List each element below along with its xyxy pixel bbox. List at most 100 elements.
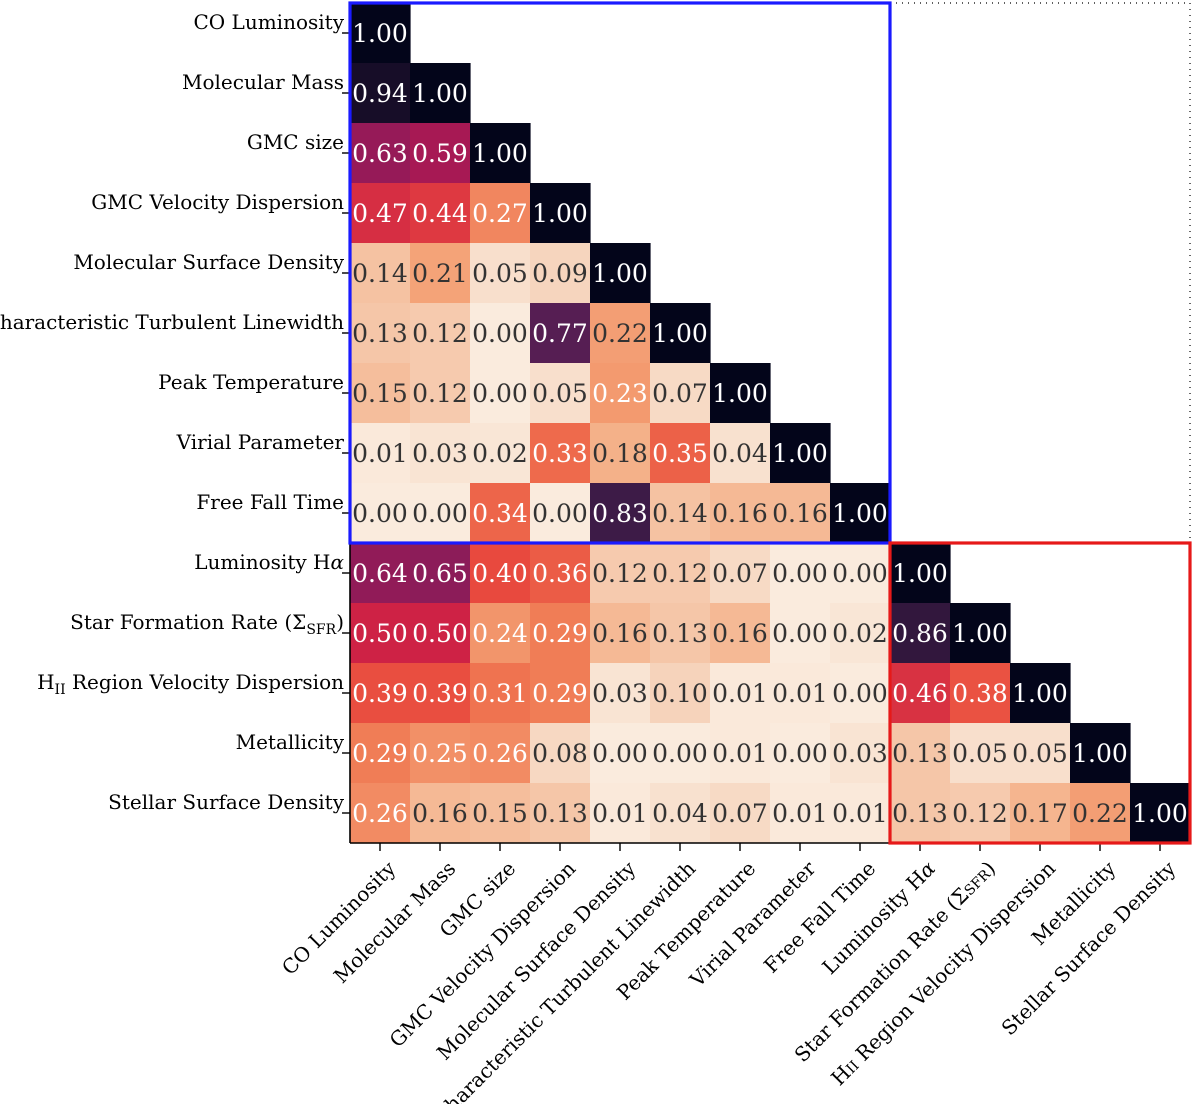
heatmap-cell-12-1	[410, 723, 471, 784]
heatmap-cell-4-4	[590, 243, 651, 304]
heatmap-value-3-3: 1.00	[532, 199, 588, 228]
heatmap-value-9-3: 0.36	[532, 559, 588, 588]
heatmap-value-12-0: 0.29	[352, 739, 408, 768]
heatmap-cell-13-7	[770, 783, 831, 844]
heatmap-cell-11-7	[770, 663, 831, 724]
heatmap-value-0-0: 1.00	[352, 19, 408, 48]
heatmap-cell-11-1	[410, 663, 471, 724]
heatmap-cell-11-6	[710, 663, 771, 724]
heatmap-value-13-10: 0.12	[952, 799, 1008, 828]
heatmap-cell-5-2	[470, 303, 531, 364]
heatmap-cell-11-9	[890, 663, 951, 724]
heatmap-value-12-12: 1.00	[1072, 739, 1128, 768]
heatmap-value-8-7: 0.16	[772, 499, 828, 528]
heatmap-value-6-1: 0.12	[412, 379, 468, 408]
star-formation-block-outline	[888, 541, 1192, 845]
heatmap-cell-10-9	[890, 603, 951, 664]
heatmap-cell-12-2	[470, 723, 531, 784]
heatmap-cell-3-0	[350, 183, 411, 244]
y-label-gmc-velocity-dispersion: GMC Velocity Dispersion	[91, 190, 344, 214]
heatmap-value-12-6: 0.01	[712, 739, 768, 768]
heatmap-cells: 1.000.94 1.000.63 0.59 1.000.47 0.44 0.27 1.00…	[350, 3, 1191, 844]
heatmap-cell-1-1	[410, 63, 471, 124]
heatmap-cell-6-2	[470, 363, 531, 424]
heatmap-cell-4-0	[350, 243, 411, 304]
heatmap-value-9-9: 1.00	[892, 559, 948, 588]
heatmap-cell-9-2	[470, 543, 531, 604]
heatmap-cell-8-5	[650, 483, 711, 544]
heatmap-cell-10-10	[950, 603, 1011, 664]
heatmap-value-5-1: 0.12	[412, 319, 468, 348]
heatmap-value-9-5: 0.12	[652, 559, 708, 588]
heatmap-value-4-1: 0.21	[412, 259, 468, 288]
heatmap-value-4-2: 0.05	[472, 259, 528, 288]
heatmap-value-5-0: 0.13	[352, 319, 408, 348]
heatmap-value-12-9: 0.13	[892, 739, 948, 768]
heatmap-value-5-4: 0.22	[592, 319, 648, 348]
heatmap-value-9-2: 0.40	[472, 559, 528, 588]
heatmap-cell-6-3	[530, 363, 591, 424]
heatmap-value-3-0: 0.47	[352, 199, 408, 228]
heatmap-cell-6-4	[590, 363, 651, 424]
heatmap-value-8-3: 0.00	[532, 499, 588, 528]
heatmap-cell-1-0	[350, 63, 411, 124]
heatmap-value-11-10: 0.38	[952, 679, 1008, 708]
heatmap-cell-7-3	[530, 423, 591, 484]
heatmap-cell-13-12	[1070, 783, 1131, 844]
y-tick-labels: CO Luminosity Molecular Mass GMC size GMC V…	[0, 10, 345, 814]
heatmap-cell-2-0	[350, 123, 411, 184]
heatmap-value-13-7: 0.01	[772, 799, 828, 828]
heatmap-cell-4-3	[530, 243, 591, 304]
heatmap-cell-11-4	[590, 663, 651, 724]
heatmap-value-13-8: 0.01	[832, 799, 888, 828]
heatmap-value-10-6: 0.16	[712, 619, 768, 648]
heatmap-value-9-7: 0.00	[772, 559, 828, 588]
y-label-molecular-mass: Molecular Mass	[182, 70, 344, 94]
heatmap-value-10-10: 1.00	[952, 619, 1008, 648]
heatmap-value-12-11: 0.05	[1012, 739, 1068, 768]
heatmap-value-12-8: 0.03	[832, 739, 888, 768]
heatmap-value-12-10: 0.05	[952, 739, 1008, 768]
heatmap-cell-6-0	[350, 363, 411, 424]
heatmap-cell-11-2	[470, 663, 531, 724]
y-label-metallicity: Metallicity	[236, 730, 345, 754]
heatmap-value-4-0: 0.14	[352, 259, 408, 288]
heatmap-cell-13-5	[650, 783, 711, 844]
heatmap-cell-13-13	[1130, 783, 1191, 844]
heatmap-value-6-5: 0.07	[652, 379, 708, 408]
heatmap-value-13-9: 0.13	[892, 799, 948, 828]
heatmap-cell-7-2	[470, 423, 531, 484]
heatmap-cell-13-9	[890, 783, 951, 844]
heatmap-value-1-0: 0.94	[352, 79, 408, 108]
heatmap-cell-10-8	[830, 603, 891, 664]
heatmap-value-10-5: 0.13	[652, 619, 708, 648]
heatmap-value-11-9: 0.46	[892, 679, 948, 708]
heatmap-cell-12-7	[770, 723, 831, 784]
heatmap-cell-13-1	[410, 783, 471, 844]
heatmap-value-2-2: 1.00	[472, 139, 528, 168]
heatmap-value-11-2: 0.31	[472, 679, 528, 708]
heatmap-value-13-4: 0.01	[592, 799, 648, 828]
heatmap-cell-8-3	[530, 483, 591, 544]
heatmap-cell-5-5	[650, 303, 711, 364]
heatmap-cell-11-8	[830, 663, 891, 724]
heatmap-value-6-4: 0.23	[592, 379, 648, 408]
heatmap-value-7-4: 0.18	[592, 439, 648, 468]
y-label-free-fall-time: Free Fall Time	[196, 490, 344, 514]
heatmap-value-4-3: 0.09	[532, 259, 588, 288]
heatmap-value-7-6: 0.04	[712, 439, 768, 468]
heatmap-cell-10-3	[530, 603, 591, 664]
heatmap-cell-4-1	[410, 243, 471, 304]
heatmap-cell-3-1	[410, 183, 471, 244]
y-label-star-formation-rate-sfr: Star Formation Rate (ΣSFR)	[70, 610, 344, 638]
heatmap-value-13-0: 0.26	[352, 799, 408, 828]
heatmap-value-12-1: 0.25	[412, 739, 468, 768]
heatmap-cell-5-1	[410, 303, 471, 364]
heatmap-value-13-1: 0.16	[412, 799, 468, 828]
heatmap-cell-7-4	[590, 423, 651, 484]
heatmap-cell-9-5	[650, 543, 711, 604]
heatmap-cell-7-7	[770, 423, 831, 484]
y-label-virial-parameter: Virial Parameter	[176, 430, 345, 454]
highlight-boxes	[348, 1, 1192, 845]
